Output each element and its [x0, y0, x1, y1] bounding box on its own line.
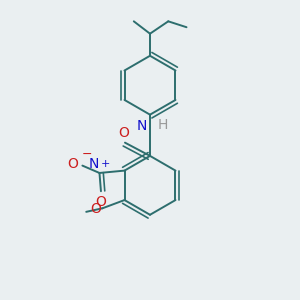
Text: O: O [118, 126, 129, 140]
Text: O: O [68, 157, 78, 171]
Text: N: N [88, 157, 99, 171]
Text: −: − [81, 148, 92, 161]
Text: O: O [90, 202, 101, 216]
Text: H: H [158, 118, 168, 132]
Text: N: N [137, 119, 147, 133]
Text: +: + [101, 159, 110, 169]
Text: O: O [95, 195, 106, 209]
